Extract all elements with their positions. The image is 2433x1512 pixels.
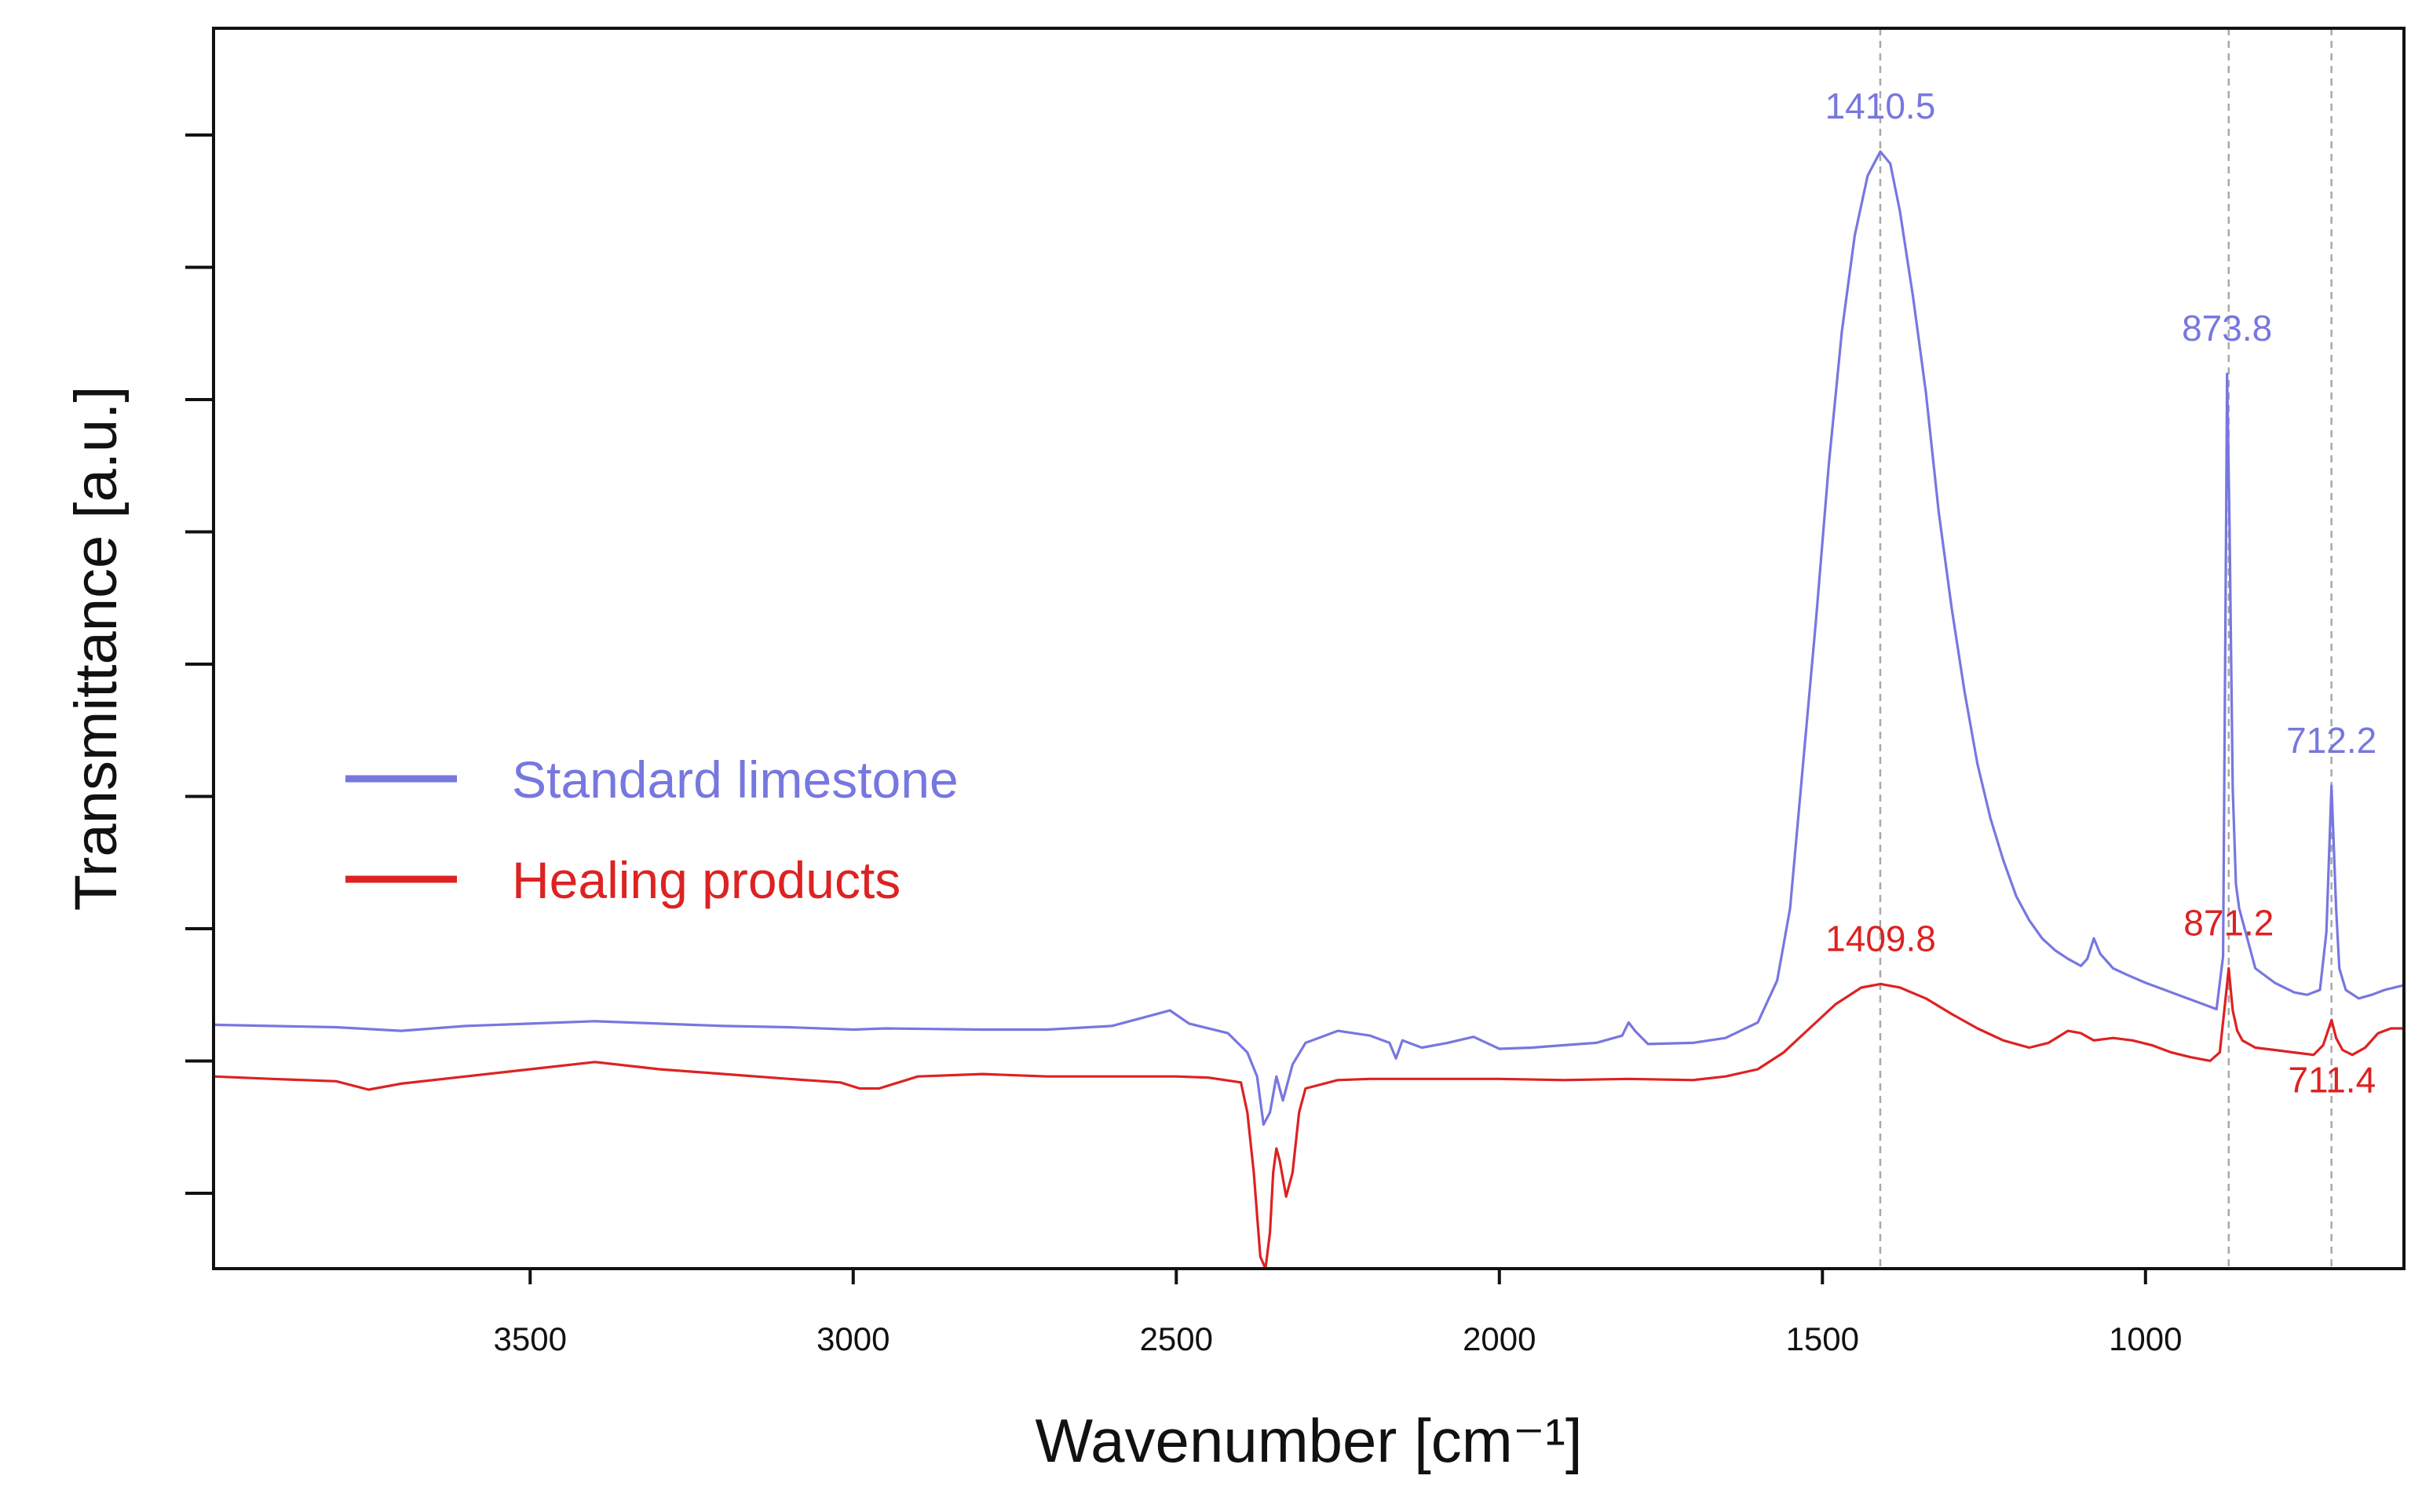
series-line-healing-products bbox=[213, 966, 2404, 1270]
x-tick-label-1500: 1500 bbox=[1786, 1320, 1859, 1357]
peak-labels: 1410.5 873.8 712.2 1409.8 871.2 711.4 bbox=[1825, 86, 2377, 1100]
peak-label-711-4: 711.4 bbox=[2288, 1059, 2376, 1100]
y-axis-ticks bbox=[185, 133, 214, 1195]
peak-label-1409-8: 1409.8 bbox=[1825, 918, 1936, 959]
peak-label-873-8: 873.8 bbox=[2182, 308, 2272, 349]
legend: Standard limestone Healing products bbox=[345, 751, 959, 909]
y-axis-label: Transmittance [a.u.] bbox=[63, 386, 130, 911]
x-tick-label-2500: 2500 bbox=[1140, 1320, 1213, 1357]
x-tick-label-3000: 3000 bbox=[816, 1320, 890, 1357]
plot-area bbox=[214, 28, 2404, 1269]
peak-label-871-2: 871.2 bbox=[2183, 903, 2274, 944]
x-tick-label-1000: 1000 bbox=[2109, 1320, 2182, 1357]
legend-label-healing-products: Healing products bbox=[512, 851, 901, 909]
reference-lines bbox=[1879, 28, 2333, 1269]
x-tick-label-3500: 3500 bbox=[494, 1320, 567, 1357]
x-axis-label: Wavenumber [cm⁻¹] bbox=[1035, 1406, 1582, 1475]
x-axis-ticks: 3500 3000 2500 2000 1500 1000 bbox=[494, 1269, 2183, 1357]
peak-label-712-2: 712.2 bbox=[2286, 720, 2376, 761]
legend-label-standard-limestone: Standard limestone bbox=[512, 751, 959, 809]
plot-frame bbox=[212, 27, 2406, 1270]
peak-label-1410-5: 1410.5 bbox=[1825, 86, 1936, 126]
x-tick-label-2000: 2000 bbox=[1463, 1320, 1536, 1357]
series-line-standard-limestone bbox=[213, 150, 2405, 1126]
series-layer bbox=[213, 150, 2405, 1270]
